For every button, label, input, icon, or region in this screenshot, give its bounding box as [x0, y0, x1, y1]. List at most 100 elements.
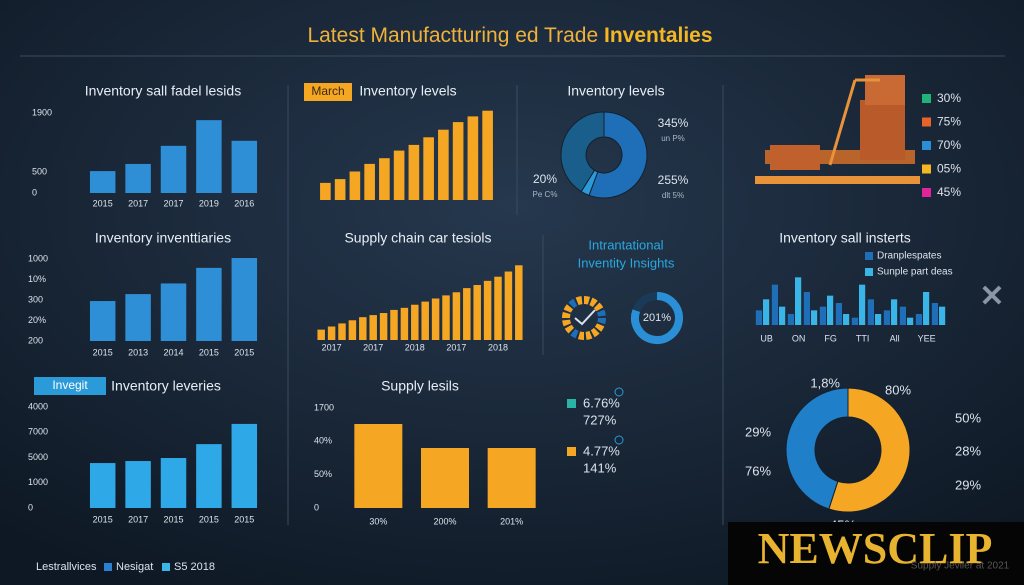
tag-label: March	[311, 84, 344, 98]
bar	[160, 145, 187, 193]
bar	[379, 158, 390, 200]
bar	[819, 306, 826, 325]
bar	[196, 444, 222, 508]
tag	[34, 377, 106, 395]
annotation: 80%	[885, 382, 911, 397]
bar	[923, 292, 930, 325]
annotation: 1,8%	[810, 375, 840, 390]
x-tick-label: 2017	[128, 514, 148, 524]
bar	[438, 129, 449, 200]
bar	[89, 463, 116, 508]
legend-label: Nesigat	[116, 561, 153, 573]
x-tick-label: 2019	[199, 198, 219, 208]
legend-swatch	[104, 563, 112, 571]
y-tick-label: 1700	[314, 402, 334, 412]
donut-slice	[785, 387, 849, 510]
value-label: 255%	[658, 173, 689, 187]
bar	[125, 163, 151, 193]
bar	[196, 267, 222, 341]
logo-caption: Supply Jeviler at 2021	[911, 561, 1010, 572]
bar	[452, 292, 461, 340]
legend-swatch	[922, 141, 931, 150]
bar	[320, 182, 331, 200]
bar	[867, 299, 874, 325]
chart-title: Inventory levels	[567, 83, 664, 99]
legend-swatch	[922, 94, 931, 103]
bar	[763, 299, 770, 325]
bar	[408, 144, 420, 200]
y-tick-label: 40%	[314, 436, 332, 446]
chart-title: Inventory inventtiaries	[95, 230, 231, 246]
gauge-arc	[631, 292, 683, 344]
ring-segment	[564, 324, 575, 334]
close-icon[interactable]: ✕	[979, 280, 1004, 313]
bar	[771, 284, 778, 325]
y-tick-label: 0	[32, 187, 37, 197]
y-tick-label: 4000	[28, 401, 48, 411]
x-tick-label: UB	[760, 333, 773, 343]
bar	[196, 120, 222, 193]
chart-title: Inventory leveries	[111, 378, 221, 394]
ring-segment	[594, 323, 605, 332]
stat-value: 6.76%	[583, 395, 620, 410]
x-tick-label: 2017	[322, 342, 342, 352]
bar	[787, 314, 794, 325]
bar	[899, 306, 906, 325]
bar	[835, 303, 842, 325]
ring-segment	[585, 330, 593, 340]
bar	[473, 285, 481, 340]
x-tick-label: 2017	[446, 342, 466, 352]
y-tick-label: 300	[28, 294, 43, 304]
y-tick-label: 500	[32, 166, 47, 176]
bar	[160, 283, 187, 341]
stat-value: 4.77%	[583, 443, 620, 458]
bar	[349, 171, 361, 200]
legend-swatch	[865, 268, 873, 276]
donut-slice	[560, 111, 605, 193]
legend-swatch	[865, 252, 873, 260]
annotation: 50%	[955, 410, 981, 425]
bar	[231, 423, 258, 508]
y-tick-label: 0	[28, 502, 33, 512]
value-label: 20%	[533, 172, 557, 186]
x-tick-label: 2015	[163, 514, 183, 524]
stat-sub: 141%	[583, 460, 617, 475]
x-tick-label: 30%	[369, 516, 387, 526]
y-tick-label: 50%	[314, 469, 332, 479]
y-tick-label: 0	[314, 502, 319, 512]
bar	[883, 310, 890, 325]
bar	[494, 276, 502, 340]
y-tick-label: 1000	[28, 253, 48, 263]
bar	[795, 277, 802, 325]
y-tick-label: 7000	[28, 427, 48, 437]
stat-icon	[614, 387, 624, 397]
bar	[915, 314, 922, 325]
stat-swatch	[567, 447, 576, 456]
ring-segment	[577, 331, 584, 340]
bar	[931, 303, 938, 325]
x-tick-label: 201%	[500, 516, 523, 526]
x-tick-label: YEE	[918, 333, 936, 343]
x-tick-label: TTI	[856, 333, 870, 343]
ring-segment	[596, 309, 606, 317]
footer-label: Lestrallvices	[36, 561, 97, 573]
tag-label: Invegit	[52, 378, 88, 392]
x-tick-label: 2016	[234, 198, 254, 208]
bar	[421, 448, 469, 508]
ring-segment	[570, 328, 579, 339]
annotation: 29%	[955, 477, 981, 492]
bar	[891, 299, 898, 325]
bar	[125, 461, 151, 508]
chart-title: Supply chain car tesiols	[344, 230, 491, 246]
bar	[89, 171, 116, 193]
tag	[304, 83, 352, 101]
annotation: 28%	[955, 443, 981, 458]
ring-segment	[563, 304, 574, 313]
value-label: 201%	[643, 312, 671, 324]
bar	[463, 288, 471, 340]
bar	[779, 306, 786, 325]
bar	[431, 298, 440, 340]
x-tick-label: 2014	[163, 347, 183, 357]
bar	[411, 304, 419, 340]
